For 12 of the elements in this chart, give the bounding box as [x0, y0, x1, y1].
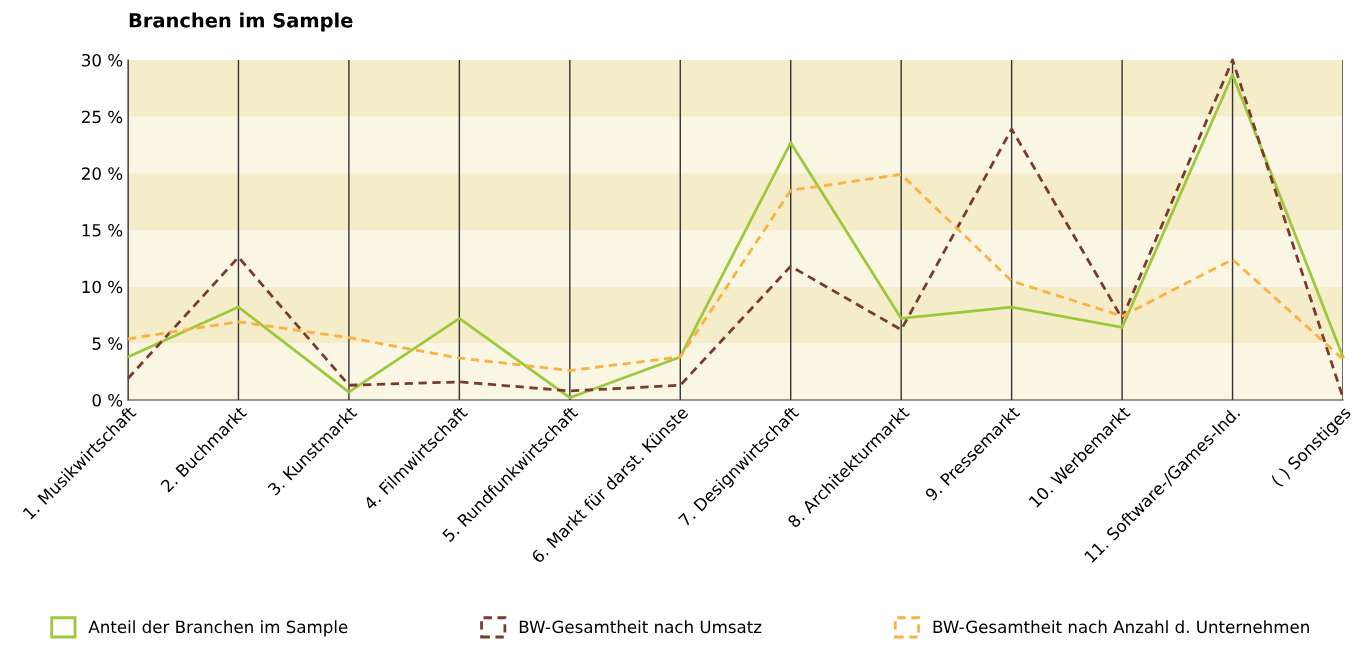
legend-label: BW-Gesamtheit nach Umsatz — [519, 620, 762, 634]
y-tick-label: 5 % — [92, 337, 123, 350]
line-series — [126, 173, 1345, 372]
y-tick-label: 20 % — [82, 167, 123, 180]
y-tick-label: 0 % — [92, 393, 123, 407]
legend-label: Anteil der Branchen im Sample — [88, 620, 348, 637]
chart-title: Branchen im Sample — [129, 12, 353, 32]
legend-label: BW-Gesamtheit nach Anzahl d. Unternehmen — [933, 620, 1309, 634]
y-tick-label: 30 % — [82, 53, 123, 67]
y-tick-label: 10 % — [82, 280, 123, 294]
y-tick-label: 15 % — [82, 223, 123, 237]
y-tick-label: 25 % — [82, 110, 123, 124]
